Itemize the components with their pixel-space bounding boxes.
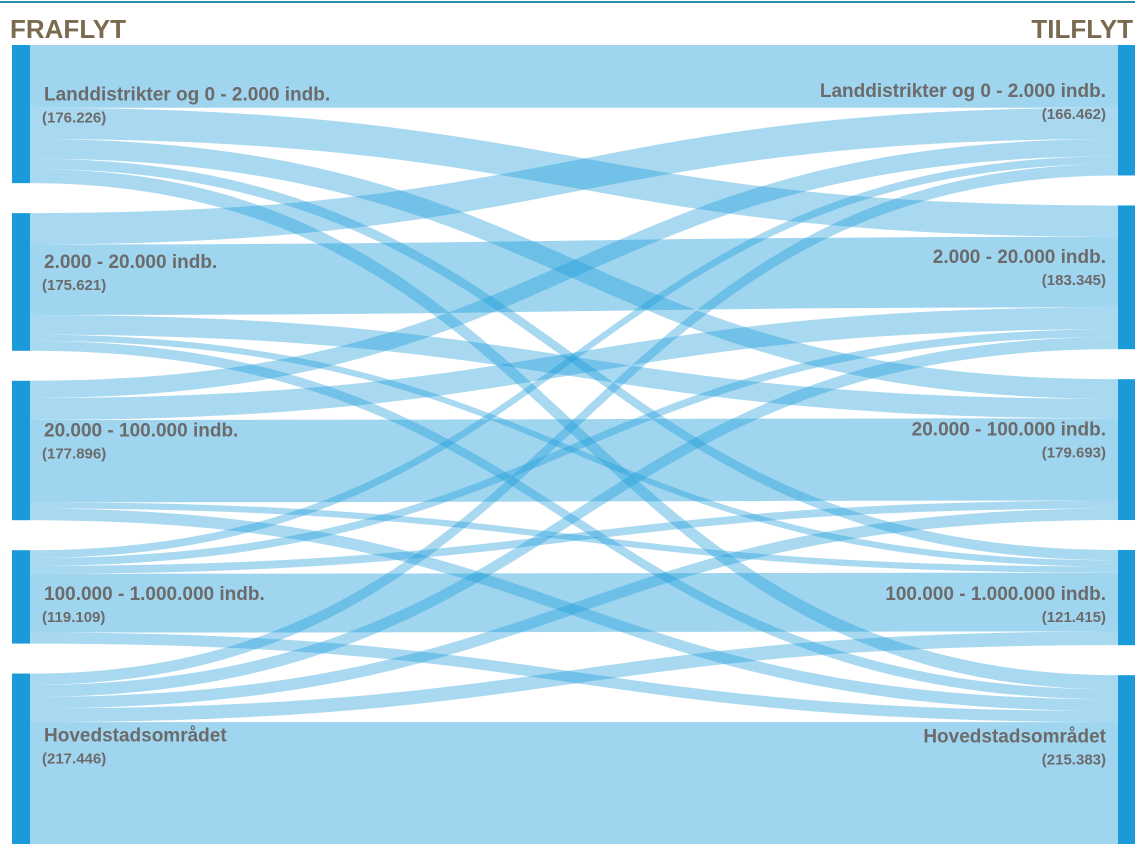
flow [30,631,1118,723]
target-value: (179.693) [1042,445,1106,462]
source-label: Landdistrikter og 0 - 2.000 indb. [44,84,330,105]
left-title: FRAFLYT [10,14,126,44]
flow [30,156,1118,559]
target-label: 100.000 - 1.000.000 indb. [885,584,1106,605]
flow [30,158,1118,561]
source-node [12,213,30,351]
source-label: 2.000 - 20.000 indb. [44,252,217,273]
target-label: 20.000 - 100.000 indb. [912,420,1106,441]
flow [30,334,1118,567]
target-label: Hovedstadsområdet [923,727,1106,748]
flow [30,572,1118,633]
target-node [1118,550,1135,646]
target-node [1118,379,1135,521]
flow [30,337,1118,697]
flow [30,632,1118,723]
source-node [12,550,30,644]
flow [30,139,1118,399]
target-value: (166.462) [1042,106,1106,123]
flow [30,307,1118,420]
target-label: 2.000 - 20.000 indb. [933,247,1106,268]
target-node [1118,45,1135,176]
source-label: 20.000 - 100.000 indb. [44,421,238,442]
source-value: (177.896) [42,446,106,463]
flow [30,340,1118,700]
flow [30,315,1118,419]
source-node [12,380,30,521]
flow [30,139,1118,399]
flow [30,722,1118,844]
target-node [1118,205,1135,350]
target-node [1118,675,1135,844]
source-node [12,45,30,184]
source-value: (175.621) [42,277,106,294]
flow [30,107,1118,237]
flow [30,168,1118,690]
target-value: (121.415) [1042,609,1106,626]
target-value: (183.345) [1042,272,1106,289]
target-label: Landdistrikter og 0 - 2.000 indb. [820,81,1106,102]
right-title: TILFLYT [1031,14,1133,44]
source-value: (119.109) [42,609,105,626]
flow [30,418,1118,503]
flow [30,500,1118,574]
flow [30,45,1118,108]
source-value: (176.226) [42,109,106,126]
flow [30,329,1118,566]
flows [30,45,1118,844]
flow [30,508,1118,712]
source-label: 100.000 - 1.000.000 indb. [44,584,265,605]
source-node [12,673,30,844]
flow [30,236,1118,316]
nodes: Landdistrikter og 0 - 2.000 indb. (176.22… [12,45,1135,844]
target-value: (215.383) [1042,752,1106,769]
flow [30,508,1118,709]
flow [30,107,1118,245]
flow [30,164,1118,685]
source-label: Hovedstadsområdet [44,726,227,747]
flow [30,502,1118,573]
source-value: (217.446) [42,751,106,768]
